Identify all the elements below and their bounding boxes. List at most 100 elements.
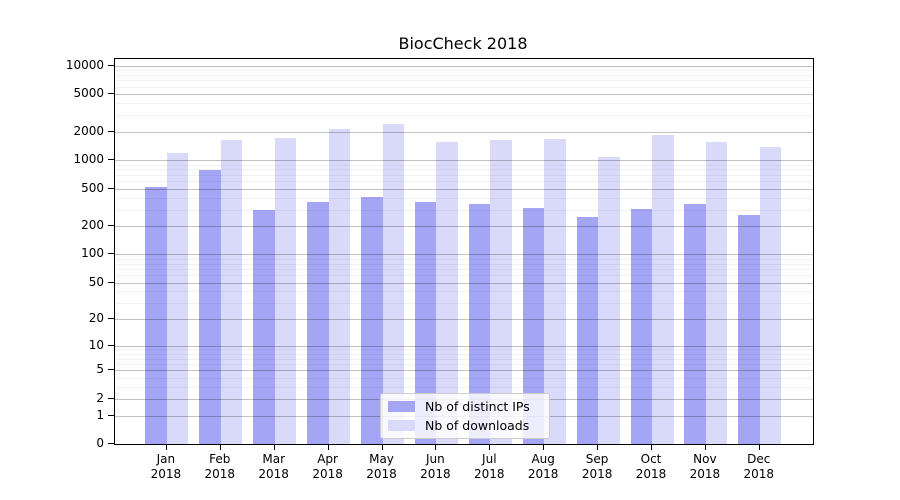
x-tick-oct xyxy=(651,445,652,450)
gridline-major-20 xyxy=(115,318,813,320)
gridline-major-10000 xyxy=(115,65,813,67)
y-tick-label-50: 50 xyxy=(88,274,104,289)
y-tick-0 xyxy=(108,443,114,444)
gridline-major-200 xyxy=(115,226,813,228)
x-tick-label-mar: Mar 2018 xyxy=(258,452,289,481)
legend-item-downloads: Nb of downloads xyxy=(388,418,542,434)
gridline-minor-40 xyxy=(115,291,813,293)
gridline-major-2000 xyxy=(115,131,813,133)
x-tick-label-apr: Apr 2018 xyxy=(312,452,343,481)
gridline-major-1000 xyxy=(115,160,813,162)
bar-distinct-ips-oct xyxy=(630,208,652,444)
y-tick-20 xyxy=(108,317,114,319)
bar-downloads-dec xyxy=(759,146,782,444)
y-tick-1000 xyxy=(108,159,114,161)
x-tick-dec xyxy=(758,445,760,450)
y-tick-2 xyxy=(108,397,114,399)
y-tick-200 xyxy=(108,225,114,227)
bar-distinct-ips-jun xyxy=(414,202,437,444)
x-tick-jul xyxy=(489,445,491,450)
bar-distinct-ips-jul xyxy=(468,204,491,444)
x-tick-label-nov: Nov 2018 xyxy=(689,452,721,481)
gridline-minor-6 xyxy=(115,364,813,366)
y-tick-label-10000: 10000 xyxy=(65,57,104,72)
bar-downloads-aug xyxy=(544,139,566,444)
gridline-minor-90 xyxy=(115,258,813,260)
bar-downloads-oct xyxy=(652,134,674,444)
x-tick-mar xyxy=(273,445,275,450)
y-tick-10000 xyxy=(108,64,114,66)
gridline-minor-8000 xyxy=(115,74,813,76)
bar-downloads-jun xyxy=(436,142,458,444)
y-tick-5 xyxy=(108,369,114,371)
bar-downloads-may xyxy=(382,124,404,444)
gridline-minor-3000 xyxy=(115,115,813,117)
gridline-minor-8 xyxy=(115,353,813,355)
x-tick-aug xyxy=(543,445,545,450)
gridline-minor-700 xyxy=(115,174,813,176)
gridline-minor-900 xyxy=(115,164,813,166)
y-tick-label-1000: 1000 xyxy=(73,152,104,167)
gridline-minor-7 xyxy=(115,358,813,360)
y-tick-label-0: 0 xyxy=(96,436,104,450)
bar-distinct-ips-jan xyxy=(145,187,167,444)
gridline-minor-300 xyxy=(115,209,813,211)
gridline-minor-7000 xyxy=(115,80,813,82)
gridline-minor-80 xyxy=(115,263,813,265)
x-tick-label-jun: Jun 2018 xyxy=(420,452,451,481)
y-tick-5000 xyxy=(108,93,114,95)
gridline-minor-6000 xyxy=(115,86,813,88)
bar-downloads-nov xyxy=(705,142,728,444)
gridline-major-50 xyxy=(115,282,813,284)
x-tick-label-jul: Jul 2018 xyxy=(474,452,505,481)
bar-downloads-jan xyxy=(166,153,189,444)
gridline-minor-4 xyxy=(115,377,813,379)
gridline-major-100 xyxy=(115,254,813,256)
y-tick-1 xyxy=(108,414,114,416)
gridline-minor-60 xyxy=(115,275,813,277)
bar-distinct-ips-mar xyxy=(253,210,275,444)
y-tick-100 xyxy=(108,253,114,255)
x-tick-nov xyxy=(704,445,706,450)
x-tick-jun xyxy=(435,445,437,450)
y-tick-label-500: 500 xyxy=(81,180,104,195)
y-tick-label-200: 200 xyxy=(81,218,104,233)
gridline-major-10 xyxy=(115,345,813,347)
y-tick-label-20: 20 xyxy=(88,310,104,325)
bar-distinct-ips-nov xyxy=(684,203,706,444)
gridline-minor-70 xyxy=(115,268,813,270)
x-tick-label-feb: Feb 2018 xyxy=(204,452,236,481)
gridline-major-5000 xyxy=(115,94,813,96)
bar-distinct-ips-sep xyxy=(576,217,599,444)
y-tick-label-100: 100 xyxy=(81,246,104,261)
gridline-minor-3 xyxy=(115,387,813,388)
gridline-minor-600 xyxy=(115,181,813,183)
bar-downloads-feb xyxy=(220,139,243,444)
x-tick-label-may: May 2018 xyxy=(366,452,397,481)
bar-distinct-ips-may xyxy=(361,196,383,444)
y-tick-2000 xyxy=(108,130,114,132)
gridline-minor-9 xyxy=(115,349,813,351)
y-tick-label-5: 5 xyxy=(96,362,104,377)
y-tick-50 xyxy=(108,281,114,283)
y-tick-label-2: 2 xyxy=(96,390,104,405)
y-tick-label-2000: 2000 xyxy=(73,123,104,138)
chart-title: BiocCheck 2018 xyxy=(398,34,528,53)
gridline-major-500 xyxy=(115,188,813,190)
y-tick-label-10: 10 xyxy=(88,337,104,352)
legend-swatch-distinct-ips xyxy=(388,401,415,412)
gridline-major-5 xyxy=(115,370,813,372)
bar-downloads-mar xyxy=(274,138,297,444)
gridline-minor-400 xyxy=(115,197,813,199)
legend: Nb of distinct IPs Nb of downloads xyxy=(380,393,550,439)
bar-distinct-ips-apr xyxy=(307,201,329,444)
gridline-minor-4000 xyxy=(115,103,813,105)
legend-label-downloads: Nb of downloads xyxy=(425,417,530,433)
bar-distinct-ips-dec xyxy=(738,215,760,444)
x-tick-feb xyxy=(219,445,221,450)
bar-downloads-jul xyxy=(490,140,512,444)
y-tick-10 xyxy=(108,344,114,346)
gridline-minor-30 xyxy=(115,302,813,304)
legend-item-distinct-ips: Nb of distinct IPs xyxy=(388,399,542,415)
